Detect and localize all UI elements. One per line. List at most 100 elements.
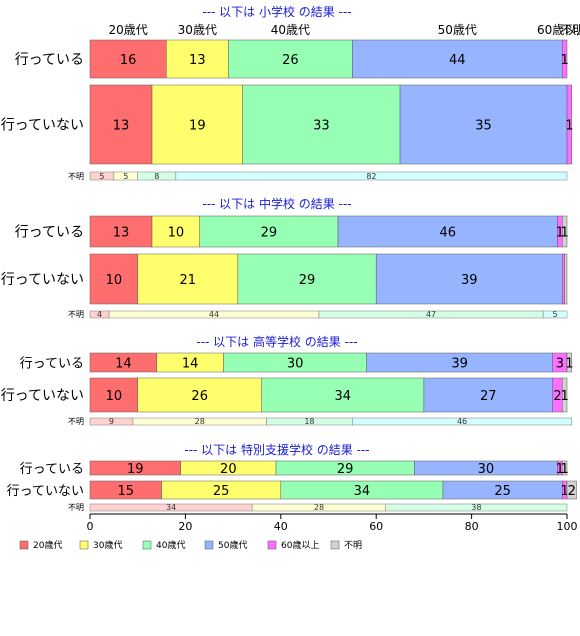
legend-label-2: 40歳代 — [156, 539, 185, 551]
top-age-label-3: 50歳代 — [438, 23, 477, 37]
segment-label-0-0-0: 16 — [120, 53, 137, 68]
segment-label-1-1-2: 29 — [299, 273, 316, 288]
segment-label-3-1-1: 25 — [213, 484, 230, 499]
bar-segment-2-1-3 — [423, 377, 553, 413]
bar-segment-0-1-0 — [89, 84, 153, 165]
x-tick-label-1: 20 — [178, 520, 192, 533]
segment-label-0-0-1: 13 — [189, 53, 206, 68]
unknown-value-1-0: 4 — [97, 310, 102, 319]
bar-segment-1-1-0 — [89, 253, 138, 305]
bar-label-3-0: 行っている — [20, 462, 84, 477]
segment-label-1-1-0: 10 — [106, 273, 123, 288]
unknown-segment-0-3 — [175, 171, 568, 181]
bar-segment-1-1-4 — [561, 253, 565, 305]
bar-segment-0-1-1 — [151, 84, 243, 165]
segment-label-2-0-5: 1 — [565, 357, 573, 372]
group-title-1: --- 以下は 中学校 の結果 --- — [202, 196, 351, 211]
unknown-value-3-0: 34 — [166, 503, 176, 512]
segment-label-1-1-3: 39 — [461, 273, 478, 288]
unknown-value-2-0: 9 — [109, 417, 114, 426]
legend-label-1: 30歳代 — [93, 539, 122, 551]
unknown-value-1-2: 47 — [426, 310, 436, 319]
top-age-label-4: 60歳以上 — [537, 23, 580, 37]
bar-segment-3-1-5 — [566, 480, 577, 500]
bar-segment-2-1-2 — [261, 377, 425, 413]
segment-label-0-0-3: 44 — [449, 53, 466, 68]
top-age-label-5: 不明 — [561, 23, 580, 37]
legend-swatch-2 — [142, 540, 152, 550]
group-title-3: --- 以下は 特別支援学校 の結果 --- — [184, 442, 369, 457]
legend-label-3: 50歳代 — [218, 539, 247, 551]
bar-segment-1-1-2 — [237, 253, 377, 305]
segment-label-0-1-2: 33 — [313, 119, 330, 134]
bar-segment-3-0-5 — [561, 460, 568, 476]
bar-label-2-1: 行っていない — [1, 388, 84, 404]
segment-label-0-1-3: 35 — [475, 119, 492, 134]
segment-label-3-1-2: 34 — [354, 484, 371, 499]
unknown-segment-3-2 — [385, 503, 568, 512]
segment-label-1-0-2: 29 — [261, 226, 278, 241]
segment-label-3-1-3: 25 — [494, 484, 511, 499]
segment-label-2-0-0: 14 — [115, 357, 132, 372]
bar-label-0-1: 行っていない — [1, 118, 84, 134]
unknown-label-2: 不明 — [68, 417, 84, 426]
segment-label-2-1-3: 27 — [480, 389, 497, 404]
unknown-segment-1-3 — [542, 310, 568, 319]
bar-label-1-1: 行っていない — [1, 272, 84, 288]
segment-label-1-0-3: 46 — [439, 226, 456, 241]
x-tick-label-5: 100 — [557, 520, 578, 533]
segment-label-3-0-0: 19 — [127, 462, 144, 477]
unknown-value-0-0: 5 — [99, 172, 104, 181]
segment-label-1-0-5: 1 — [560, 226, 568, 241]
unknown-value-2-3: 46 — [457, 417, 467, 426]
legend-swatch-3 — [204, 540, 214, 550]
segment-label-3-0-5: 1 — [560, 462, 568, 477]
legend-swatch-1 — [79, 540, 89, 550]
segment-label-3-0-3: 30 — [478, 462, 495, 477]
legend-label-5: 不明 — [344, 540, 362, 551]
bar-segment-0-0-1 — [166, 39, 229, 79]
x-tick-label-4: 80 — [465, 520, 479, 533]
unknown-value-3-1: 28 — [314, 503, 324, 512]
segment-label-0-0-2: 26 — [282, 53, 299, 68]
bar-segment-1-0-5 — [561, 215, 568, 248]
segment-label-1-0-4: 1 — [556, 226, 564, 241]
unknown-value-3-2: 38 — [471, 503, 481, 512]
segment-label-2-0-3: 39 — [451, 357, 468, 372]
segment-label-2-1-4: 2 — [553, 389, 561, 404]
bar-label-2-0: 行っている — [20, 357, 84, 372]
unknown-value-2-1: 28 — [195, 417, 205, 426]
segment-label-3-1-4: 1 — [560, 484, 568, 499]
group-title-0: --- 以下は 小学校 の結果 --- — [202, 4, 351, 19]
unknown-label-0: 不明 — [68, 172, 84, 181]
segment-label-2-0-4: 3 — [556, 357, 564, 372]
legend-swatch-4 — [267, 540, 277, 550]
segment-label-1-0-1: 10 — [168, 226, 185, 241]
segment-label-2-1-5: 1 — [560, 389, 568, 404]
legend-label-0: 20歳代 — [33, 539, 62, 551]
bar-segment-0-0-3 — [352, 39, 563, 79]
top-age-label-1: 30歳代 — [178, 23, 217, 37]
segment-label-2-1-0: 10 — [106, 389, 123, 404]
unknown-value-2-2: 18 — [304, 417, 314, 426]
bar-segment-1-0-3 — [337, 215, 558, 248]
bar-segment-1-1-5 — [564, 253, 568, 305]
bar-segment-1-0-1 — [151, 215, 200, 248]
segment-label-3-0-4: 1 — [556, 462, 564, 477]
segment-label-3-1-0: 15 — [118, 484, 135, 499]
legend-swatch-0 — [19, 540, 29, 550]
unknown-label-3: 不明 — [68, 503, 84, 512]
segment-label-2-1-1: 26 — [191, 389, 208, 404]
bar-segment-0-0-4 — [561, 39, 568, 79]
bar-segment-0-1-3 — [399, 84, 568, 165]
segment-label-0-1-1: 19 — [189, 119, 206, 134]
bar-segment-2-1-0 — [89, 377, 138, 413]
segment-label-1-0-0: 13 — [113, 226, 130, 241]
legend-swatch-5 — [330, 540, 340, 550]
segment-label-2-1-2: 34 — [335, 389, 352, 404]
unknown-value-1-1: 44 — [209, 310, 219, 319]
segment-label-3-0-2: 29 — [337, 462, 354, 477]
segment-label-0-0-4: 1 — [560, 53, 568, 68]
legend-label-4: 60歳以上 — [281, 539, 319, 551]
x-tick-label-0: 0 — [87, 520, 94, 533]
